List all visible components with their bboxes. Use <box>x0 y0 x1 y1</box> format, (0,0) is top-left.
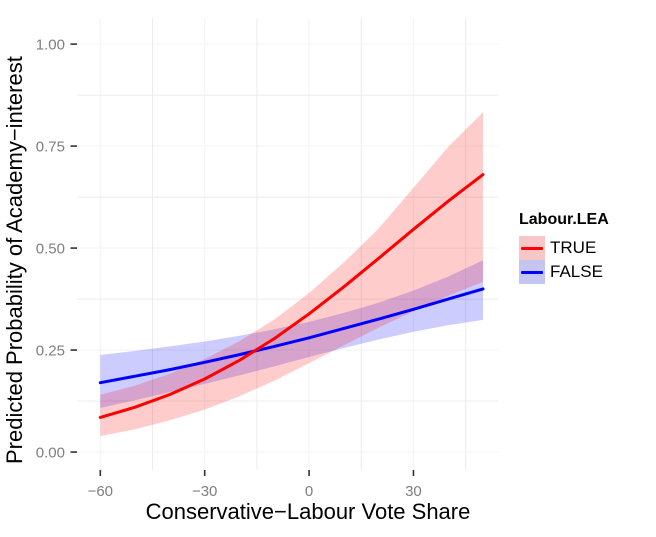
x-tick-label: 0 <box>305 483 313 500</box>
legend-key-true-swatch <box>519 236 545 260</box>
legend-label-false: FALSE <box>550 262 603 281</box>
x-tick-label: −60 <box>88 483 113 500</box>
series-line-false <box>98 287 485 385</box>
legend-label-true: TRUE <box>550 238 597 257</box>
ci-band-true <box>100 112 484 437</box>
legend-entry-true: TRUE <box>519 236 609 260</box>
y-tick-label: 0.00 <box>36 444 65 461</box>
legend-title: Labour.LEA <box>519 211 609 228</box>
legend-key-true-line-icon <box>521 246 543 250</box>
panel-background <box>77 18 498 470</box>
y-tick-label: 0.50 <box>36 240 65 257</box>
y-tick-label: 1.00 <box>36 36 65 53</box>
ci-band-false <box>100 260 484 408</box>
x-axis-title: Conservative−Labour Vote Share <box>145 499 471 524</box>
y-tick-label: 0.75 <box>36 138 65 155</box>
legend: Labour.LEA TRUE FALSE <box>519 211 609 284</box>
legend-key-false-swatch <box>519 260 545 284</box>
y-axis-title: Predicted Probability of Academy−interes… <box>2 56 27 464</box>
x-tick-label: −30 <box>192 483 217 500</box>
x-tick-label: 30 <box>405 483 422 500</box>
legend-entry-false: FALSE <box>519 260 609 284</box>
series-line-true <box>98 173 485 419</box>
y-tick-label: 0.25 <box>36 342 65 359</box>
legend-key-false-line-icon <box>521 270 543 274</box>
